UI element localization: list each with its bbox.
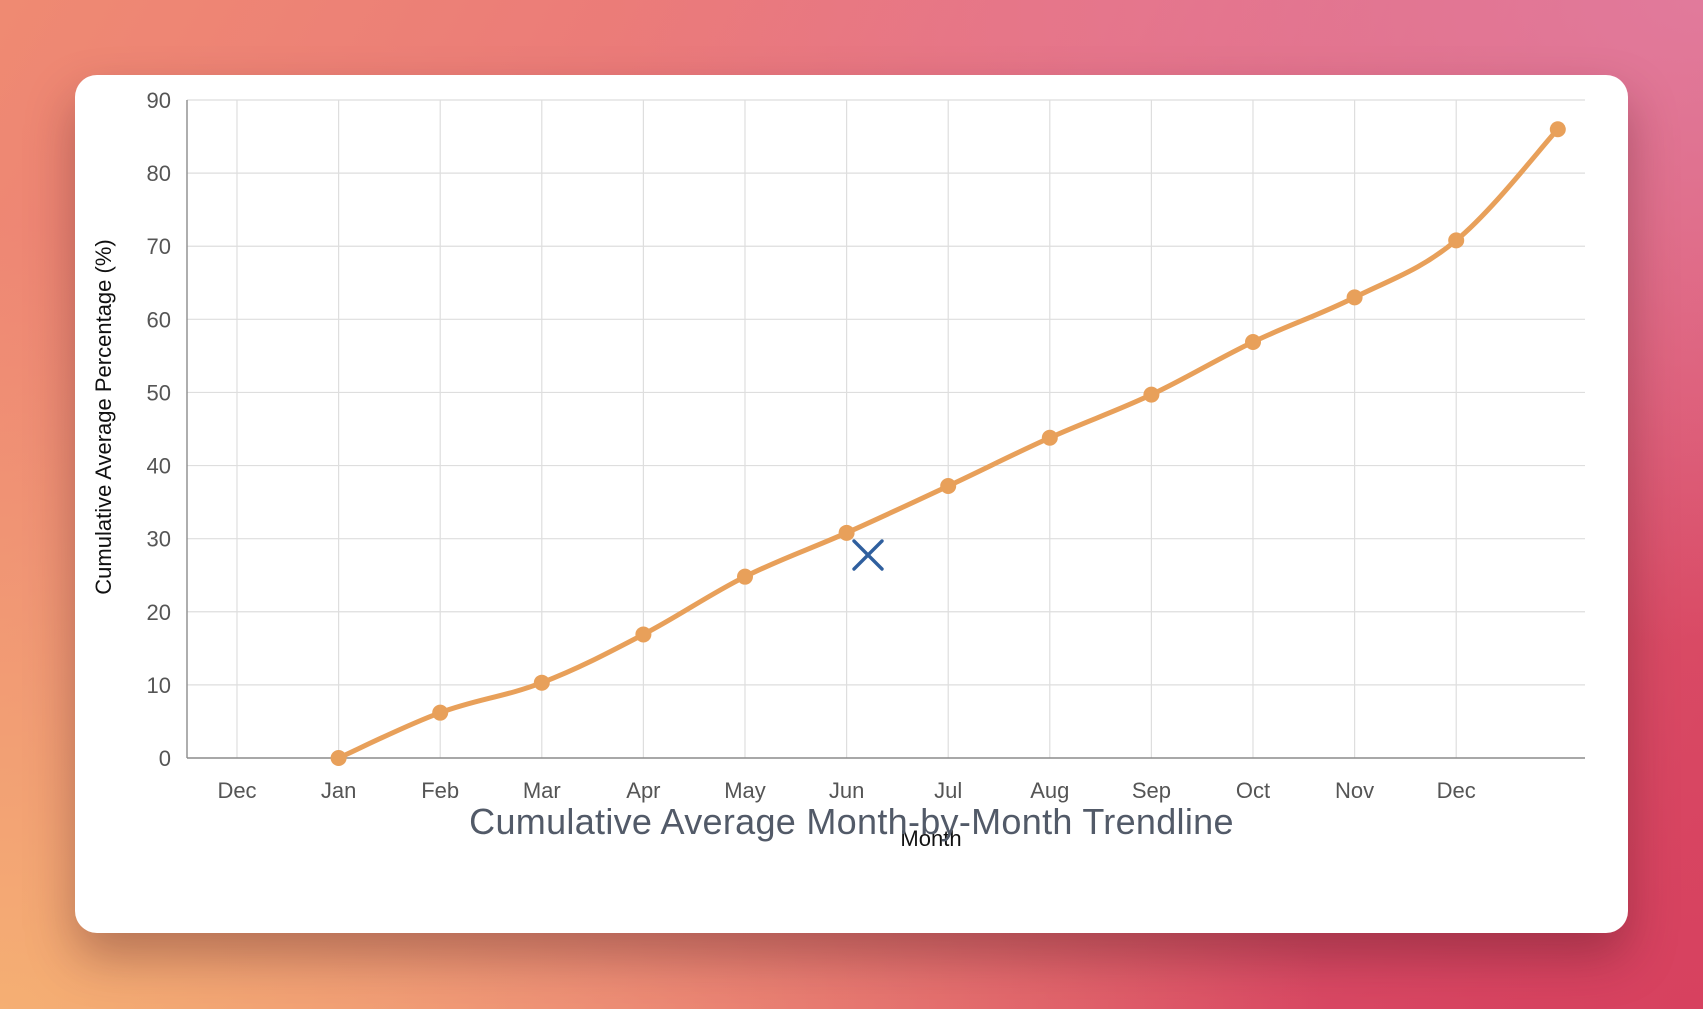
data-point[interactable]: [1143, 386, 1160, 403]
data-point[interactable]: [1549, 121, 1566, 138]
chart-card: 0 10 20 30 40 50 60 70 80 90 Dec Jan Feb Mar Apr May Ju…: [75, 75, 1628, 933]
y-gridlines: [187, 99, 1585, 686]
x-tick-label: Dec: [1437, 778, 1476, 803]
y-tick-label: 30: [147, 527, 171, 552]
y-tick-label: 0: [159, 746, 171, 771]
y-tick-label: 40: [147, 454, 171, 479]
x-tick-label: Mar: [523, 778, 561, 803]
y-tick-label: 80: [147, 161, 171, 186]
data-point[interactable]: [533, 674, 550, 691]
x-tick-label: Jun: [829, 778, 864, 803]
data-point[interactable]: [737, 568, 753, 585]
data-point[interactable]: [1245, 333, 1261, 350]
y-tick-label: 70: [147, 234, 171, 259]
y-axis-title: Cumulative Average Percentage (%): [91, 239, 116, 594]
line-chart: 0 10 20 30 40 50 60 70 80 90 Dec Jan Feb Mar Apr May Ju…: [91, 88, 1585, 851]
x-tick-label: Apr: [626, 778, 660, 803]
y-tick-label: 20: [147, 600, 171, 625]
x-tick-label: Oct: [1236, 778, 1270, 803]
x-tick-label: Feb: [421, 778, 459, 803]
data-point[interactable]: [940, 478, 957, 495]
series-group: [330, 121, 1566, 766]
x-tick-label: Aug: [1030, 778, 1069, 803]
x-tick-label: Dec: [217, 778, 256, 803]
data-point[interactable]: [635, 626, 652, 643]
y-tick-label: 10: [147, 673, 171, 698]
chart-title: Cumulative Average Month-by-Month Trendl…: [469, 801, 1234, 842]
x-tick-label: Nov: [1335, 778, 1374, 803]
data-point[interactable]: [1041, 429, 1058, 446]
x-tick-label: Jan: [321, 778, 356, 803]
x-tick-label: May: [724, 778, 766, 803]
data-point[interactable]: [1346, 289, 1363, 306]
axes: [186, 100, 1585, 759]
cursor-stroke: [852, 539, 884, 571]
y-tick-labels: 0 10 20 30 40 50 60 70 80 90: [147, 88, 171, 771]
data-point[interactable]: [330, 750, 347, 766]
x-axis-title: Month: [900, 826, 961, 851]
y-tick-label: 60: [147, 307, 171, 332]
x-tick-label: Sep: [1132, 778, 1171, 803]
y-tick-label: 50: [147, 380, 171, 405]
data-point[interactable]: [432, 704, 449, 721]
data-point[interactable]: [1448, 232, 1465, 249]
y-tick-label: 90: [147, 88, 171, 113]
x-tick-labels: Dec Jan Feb Mar Apr May Jun Jul Aug Sep Oct Nov Dec: [217, 778, 1475, 803]
data-point[interactable]: [838, 524, 855, 541]
x-tick-label: Jul: [934, 778, 962, 803]
close-x-cursor-icon: [852, 539, 884, 571]
x-gridlines: [236, 100, 1457, 758]
